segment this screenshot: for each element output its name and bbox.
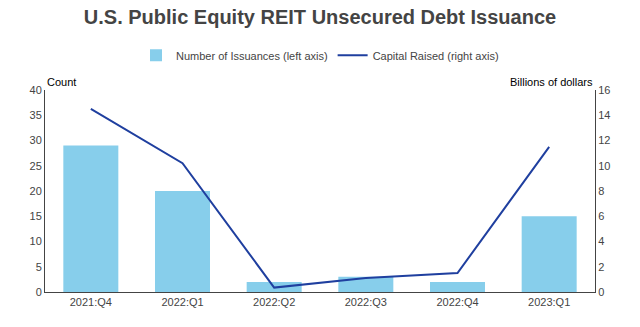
- svg-text:Count: Count: [47, 76, 76, 88]
- svg-text:35: 35: [30, 109, 42, 121]
- svg-text:2021:Q4: 2021:Q4: [70, 296, 112, 308]
- svg-text:20: 20: [30, 185, 42, 197]
- svg-text:Number of Issuances (left axis: Number of Issuances (left axis): [176, 50, 328, 62]
- svg-text:8: 8: [598, 185, 604, 197]
- svg-text:Capital Raised (right axis): Capital Raised (right axis): [373, 50, 499, 62]
- svg-text:12: 12: [598, 134, 610, 146]
- svg-text:2022:Q3: 2022:Q3: [345, 296, 387, 308]
- svg-text:15: 15: [30, 210, 42, 222]
- svg-text:2: 2: [598, 261, 604, 273]
- svg-text:2022:Q4: 2022:Q4: [436, 296, 478, 308]
- svg-text:2022:Q1: 2022:Q1: [161, 296, 203, 308]
- svg-text:5: 5: [36, 261, 42, 273]
- svg-text:16: 16: [598, 84, 610, 96]
- svg-text:2022:Q2: 2022:Q2: [253, 296, 295, 308]
- svg-text:U.S. Public Equity REIT Unsecu: U.S. Public Equity REIT Unsecured Debt I…: [84, 6, 556, 28]
- svg-text:6: 6: [598, 210, 604, 222]
- svg-text:25: 25: [30, 160, 42, 172]
- svg-text:30: 30: [30, 134, 42, 146]
- svg-text:10: 10: [598, 160, 610, 172]
- svg-text:14: 14: [598, 109, 610, 121]
- svg-text:2023:Q1: 2023:Q1: [528, 296, 570, 308]
- svg-text:40: 40: [30, 84, 42, 96]
- svg-text:Billions of dollars: Billions of dollars: [510, 76, 593, 88]
- svg-text:0: 0: [598, 286, 604, 298]
- svg-text:4: 4: [598, 235, 604, 247]
- svg-text:0: 0: [36, 286, 42, 298]
- svg-text:10: 10: [30, 235, 42, 247]
